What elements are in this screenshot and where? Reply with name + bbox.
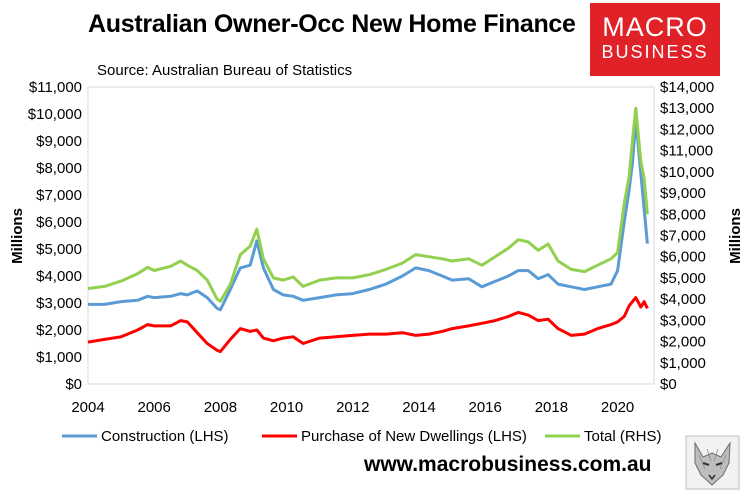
x-tick-label: 2010 [270,399,303,416]
left-tick-label: $5,000 [36,241,82,258]
series-line-1 [87,296,649,354]
x-tick-label: 2008 [204,399,237,416]
left-tick-label: $6,000 [36,214,82,231]
left-tick-label: $8,000 [36,160,82,177]
right-tick-label: $0 [660,376,677,393]
series-line-0 [88,117,649,312]
right-tick-label: $13,000 [660,100,714,117]
right-tick-label: $8,000 [660,206,706,223]
left-tick-label: $1,000 [36,349,82,366]
x-tick-label: 2004 [71,399,104,416]
x-axis: 2004 2006 2008 2010 2012 2014 2016 2018 2020 [71,399,634,416]
left-tick-label: $2,000 [36,322,82,339]
x-tick-label: 2014 [402,399,435,416]
left-tick-label: $0 [65,376,82,393]
right-tick-label: $3,000 [660,312,706,329]
right-tick-label: $2,000 [660,334,706,351]
series-lines [87,106,649,354]
right-tick-label: $12,000 [660,121,714,138]
right-axis-title: Millions [727,208,744,264]
left-axis-title: Millions [9,208,26,264]
left-tick-label: $10,000 [28,106,82,123]
logo-line2: BUSINESS [601,42,709,62]
left-axis: $0 $1,000 $2,000 $3,000 $4,000 $5,000 $6,000 $7… [28,79,82,393]
source-note: Source: Australian Bureau of Statistics [97,62,353,79]
right-tick-label: $10,000 [660,164,714,181]
left-tick-label: $7,000 [36,187,82,204]
website-url: www.macrobusiness.com.au [364,453,652,476]
x-tick-label: 2020 [601,399,634,416]
right-tick-label: $9,000 [660,185,706,202]
left-tick-label: $11,000 [29,79,82,96]
legend-label: Construction (LHS) [101,428,229,445]
right-tick-label: $7,000 [660,228,706,245]
x-tick-label: 2006 [138,399,171,416]
right-tick-label: $1,000 [660,355,706,372]
x-tick-label: 2016 [469,399,502,416]
page-title: Australian Owner-Occ New Home Finance [88,10,576,38]
plot-area [87,86,655,385]
legend-label: Purchase of New Dwellings (LHS) [301,428,527,445]
wolf-logo-icon [685,435,740,490]
legend-label: Total (RHS) [584,428,662,445]
right-tick-label: $6,000 [660,249,706,266]
right-tick-label: $11,000 [660,143,713,160]
left-tick-label: $4,000 [36,268,82,285]
left-tick-label: $9,000 [36,133,82,150]
right-tick-label: $5,000 [660,270,706,287]
x-tick-label: 2012 [336,399,369,416]
right-tick-label: $4,000 [660,291,706,308]
left-tick-label: $3,000 [36,295,82,312]
right-axis: $0 $1,000 $2,000 $3,000 $4,000 $5,000 $6,000 $7… [660,79,714,393]
right-tick-label: $14,000 [660,79,714,96]
x-tick-label: 2018 [535,399,568,416]
macrobusiness-logo: MACRO BUSINESS [590,3,720,76]
logo-line1: MACRO [602,12,708,42]
series-line-2 [87,106,649,303]
legend: Construction (LHS) Purchase of New Dwelli… [62,428,662,445]
